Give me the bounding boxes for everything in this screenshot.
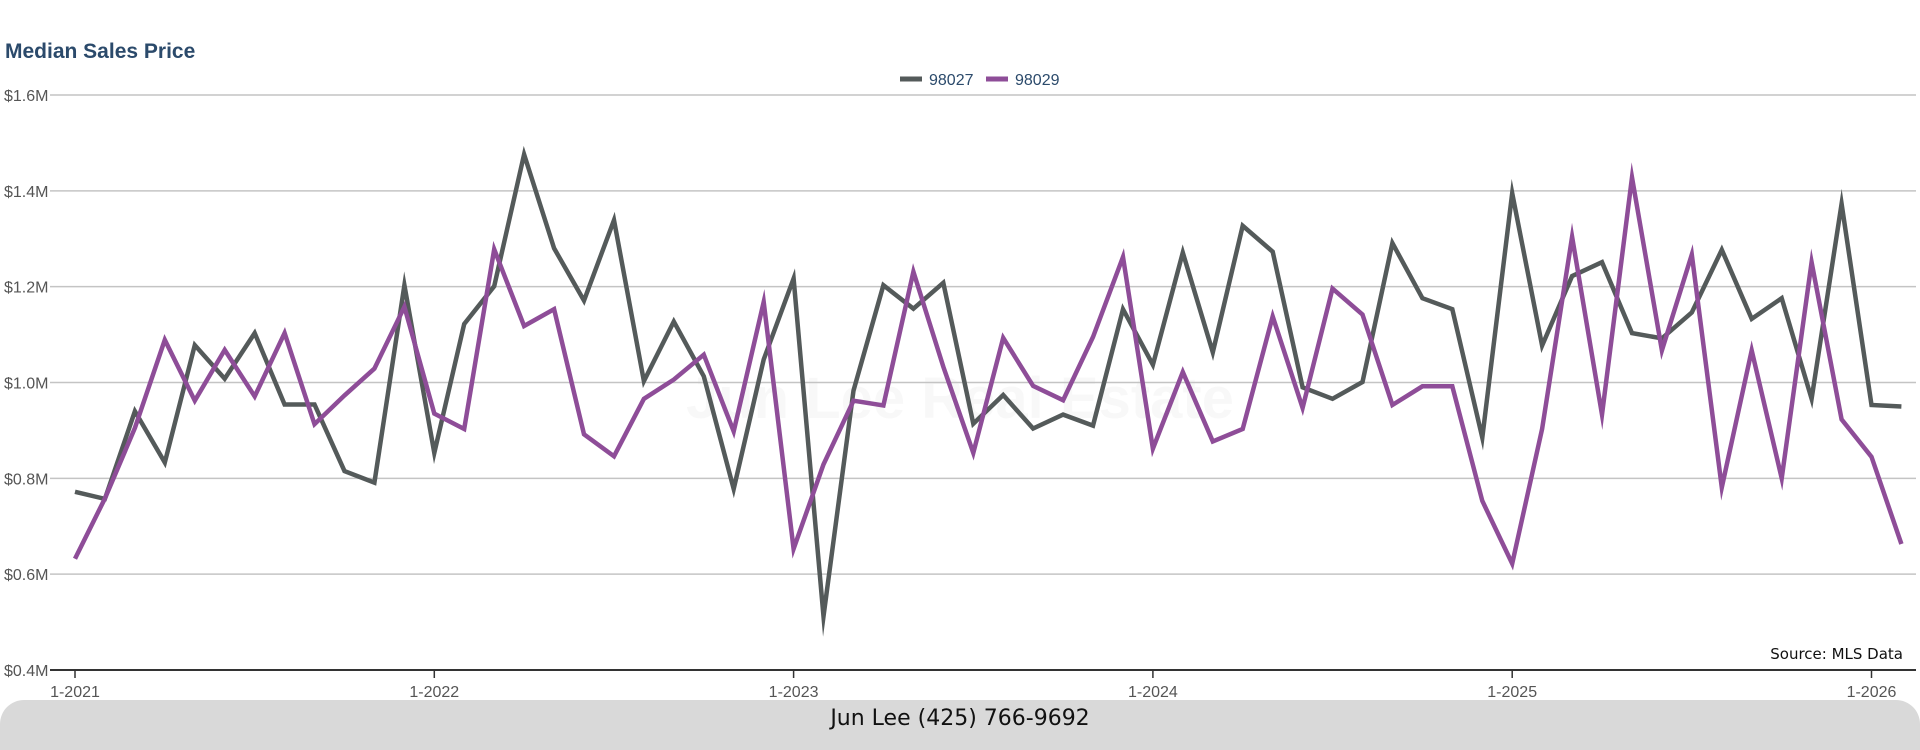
x-tick-label: 1-2026	[1847, 684, 1897, 700]
y-tick-label: $1.6M	[4, 88, 48, 105]
y-tick-label: $1.4M	[4, 184, 48, 201]
legend: 98027 98029	[900, 72, 1060, 89]
y-tick-label: $1.2M	[4, 280, 48, 297]
series-line-98029	[72, 162, 1904, 571]
series-line-98027	[74, 145, 1902, 637]
footer-contact: Jun Lee (425) 766-9692	[830, 706, 1090, 731]
x-tick-label: 1-2025	[1487, 684, 1537, 700]
y-tick-label: $0.8M	[4, 471, 48, 488]
x-tick-label: 1-2022	[409, 684, 459, 700]
x-tick-label: 1-2021	[50, 684, 100, 700]
series-lines	[72, 145, 1904, 637]
legend-label-98027: 98027	[929, 72, 974, 89]
x-tick-label: 1-2023	[769, 684, 819, 700]
y-tick-label: $1.0M	[4, 376, 48, 393]
axes: $0.4M $0.6M $0.8M $1.0M $1.2M $1.4M $1.6M 1-202…	[4, 88, 1916, 700]
x-tick-label: 1-2024	[1128, 684, 1178, 700]
legend-label-98029: 98029	[1015, 72, 1060, 89]
y-tick-label: $0.6M	[4, 567, 48, 584]
chart-plot: $0.4M $0.6M $0.8M $1.0M $1.2M $1.4M $1.6M 1-202…	[4, 72, 1916, 700]
y-tick-label: $0.4M	[4, 663, 48, 680]
chart-title: Median Sales Price	[5, 40, 196, 63]
footer-bar	[0, 700, 1920, 750]
source-label: Source: MLS Data	[1770, 645, 1903, 663]
